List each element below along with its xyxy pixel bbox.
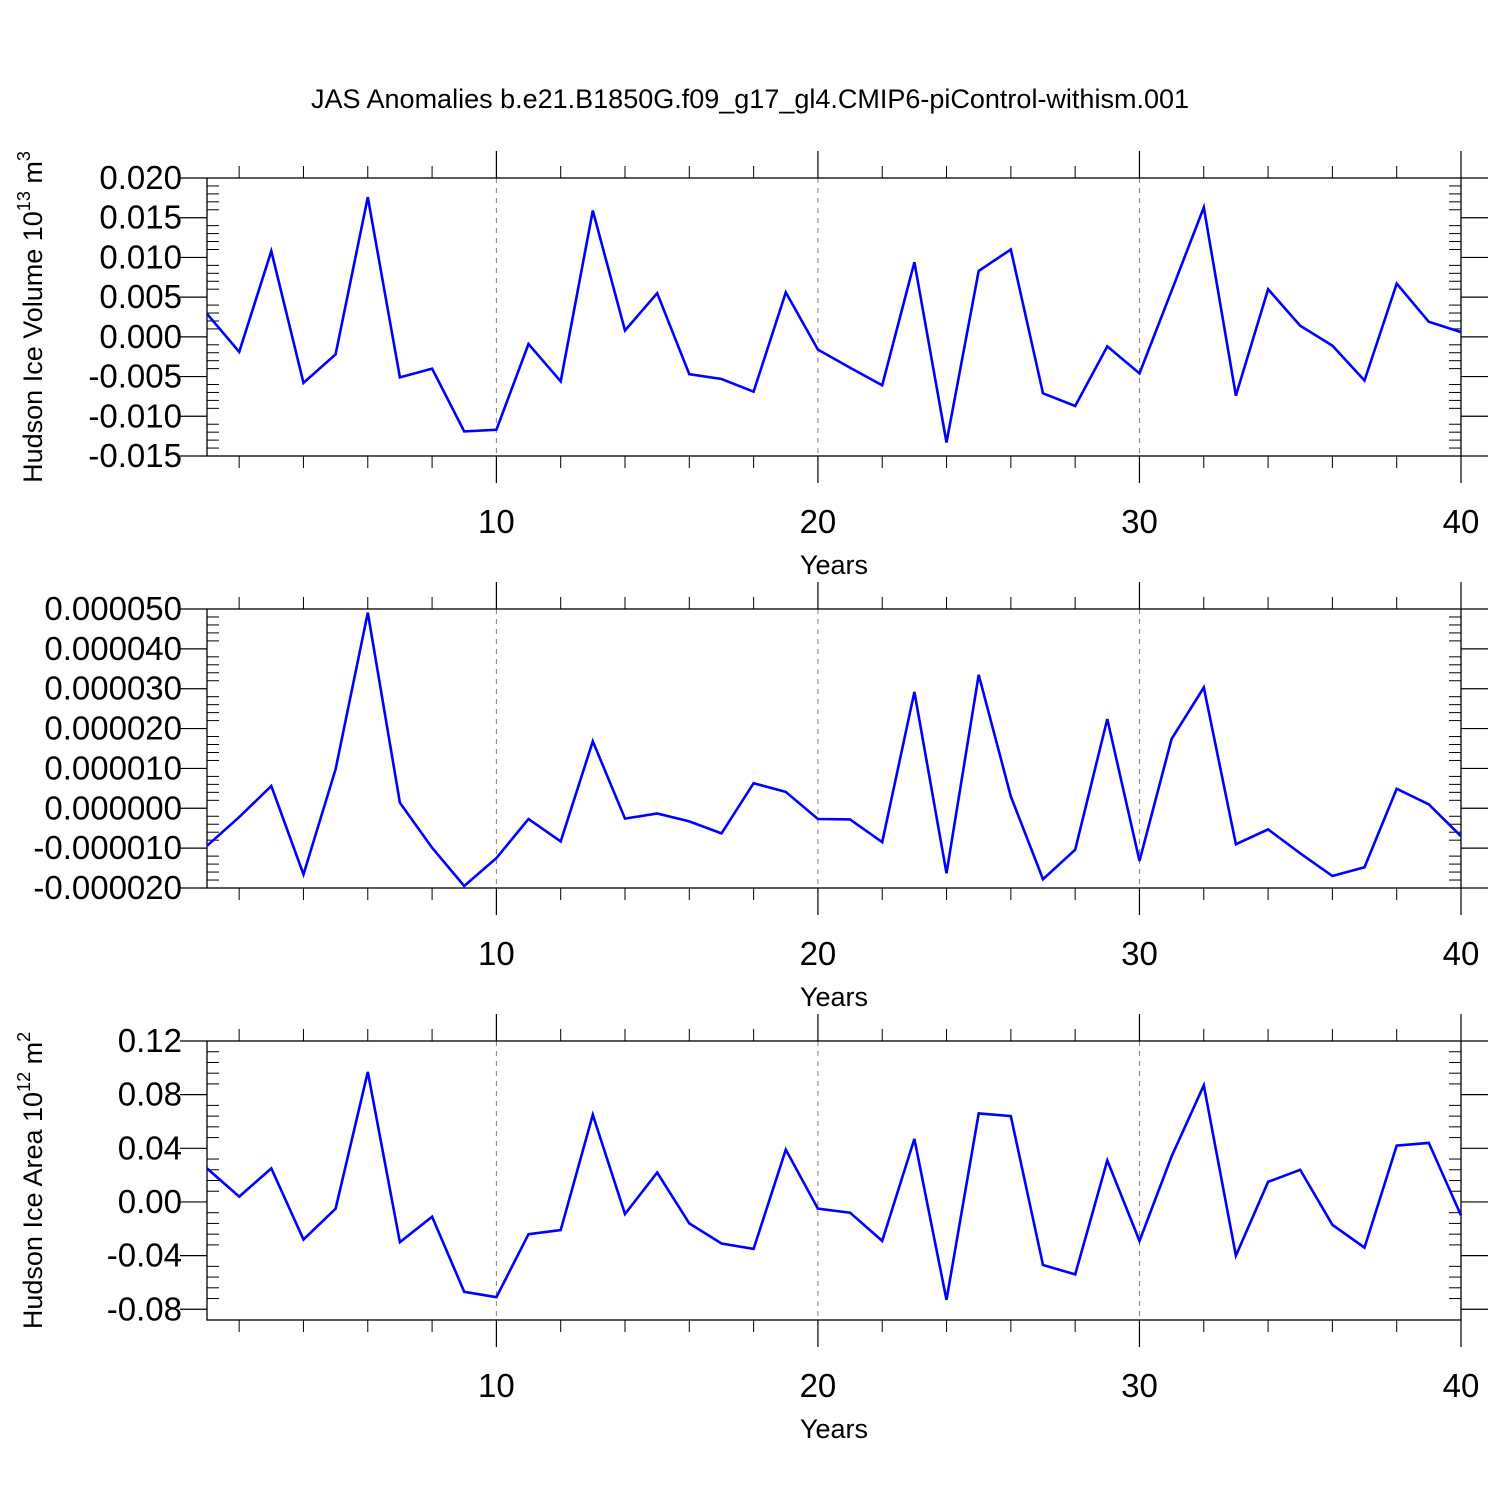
y-axis-label: Hudson Ice Volume 1013 m3 bbox=[14, 151, 48, 483]
y-axis-label: Hudson Ice Area 1012 m2 bbox=[14, 1032, 48, 1329]
x-tick-label: 10 bbox=[478, 503, 515, 540]
y-tick-label: -0.015 bbox=[88, 437, 182, 474]
x-tick-label: 10 bbox=[478, 935, 515, 972]
y-tick-label: -0.000020 bbox=[33, 869, 182, 906]
y-tick-label: -0.005 bbox=[88, 358, 182, 395]
y-tick-label: -0.08 bbox=[107, 1290, 182, 1327]
series-line bbox=[206, 1071, 1463, 1301]
x-tick-label: 30 bbox=[1121, 935, 1158, 972]
x-tick-label: 20 bbox=[800, 503, 837, 540]
x-tick-label: 20 bbox=[800, 935, 837, 972]
plot-frame bbox=[206, 608, 1462, 889]
y-tick-label: 0.020 bbox=[99, 159, 182, 196]
x-tick-label: 20 bbox=[800, 1367, 837, 1404]
y-tick-label: 0.000040 bbox=[44, 630, 182, 667]
x-tick-label: 10 bbox=[478, 1367, 515, 1404]
x-tick-label: 40 bbox=[1443, 1367, 1480, 1404]
y-tick-label: 0.000010 bbox=[44, 749, 182, 786]
x-tick-label: 40 bbox=[1443, 935, 1480, 972]
x-axis-label: Years bbox=[800, 982, 868, 1012]
chart-panel-3: 10 20 30 40 Years -0.08 -0.04 0.00 0.04 0.08 0.12 H… bbox=[14, 1014, 1488, 1444]
y-tick-label: 0.12 bbox=[118, 1022, 182, 1059]
x-axis-label: Years bbox=[800, 1414, 868, 1444]
y-tick-label: -0.010 bbox=[88, 397, 182, 434]
y-tick-label: 0.000050 bbox=[44, 590, 182, 627]
x-tick-label: 30 bbox=[1121, 503, 1158, 540]
x-tick-label: 30 bbox=[1121, 1367, 1158, 1404]
y-tick-label: 0.00 bbox=[118, 1183, 182, 1220]
chart-panels: 10 20 30 40Years-0.015-0.010-0.0050.0000.00… bbox=[14, 151, 1488, 1444]
y-tick-label: 0.04 bbox=[118, 1129, 182, 1166]
x-tick-label: 40 bbox=[1443, 503, 1480, 540]
chart-panel-1: 10 20 30 40 Years -0.015-0.010-0.0050.0000.00… bbox=[14, 151, 1488, 580]
y-tick-label: 0.015 bbox=[99, 199, 182, 236]
x-axis-label: Years bbox=[800, 550, 868, 580]
figure-title: JAS Anomalies b.e21.B1850G.f09_g17_gl4.C… bbox=[311, 84, 1189, 114]
series-line bbox=[206, 612, 1462, 888]
y-tick-label: 0.000020 bbox=[44, 710, 182, 747]
series-line bbox=[206, 196, 1462, 443]
plot-frame bbox=[206, 177, 1462, 457]
y-tick-label: -0.04 bbox=[107, 1237, 182, 1274]
y-tick-label: 0.000 bbox=[99, 318, 182, 355]
y-tick-label: -0.000010 bbox=[33, 829, 182, 866]
y-tick-label: 0.08 bbox=[118, 1076, 182, 1113]
y-tick-label: 0.010 bbox=[99, 238, 182, 275]
y-tick-label: 0.000000 bbox=[44, 789, 182, 826]
y-tick-label: 0.000030 bbox=[44, 670, 182, 707]
y-tick-label: 0.005 bbox=[99, 278, 182, 315]
chart-panel-2: 10 20 30 40Years-0.000020-0.0000100.0000000… bbox=[33, 582, 1488, 1012]
